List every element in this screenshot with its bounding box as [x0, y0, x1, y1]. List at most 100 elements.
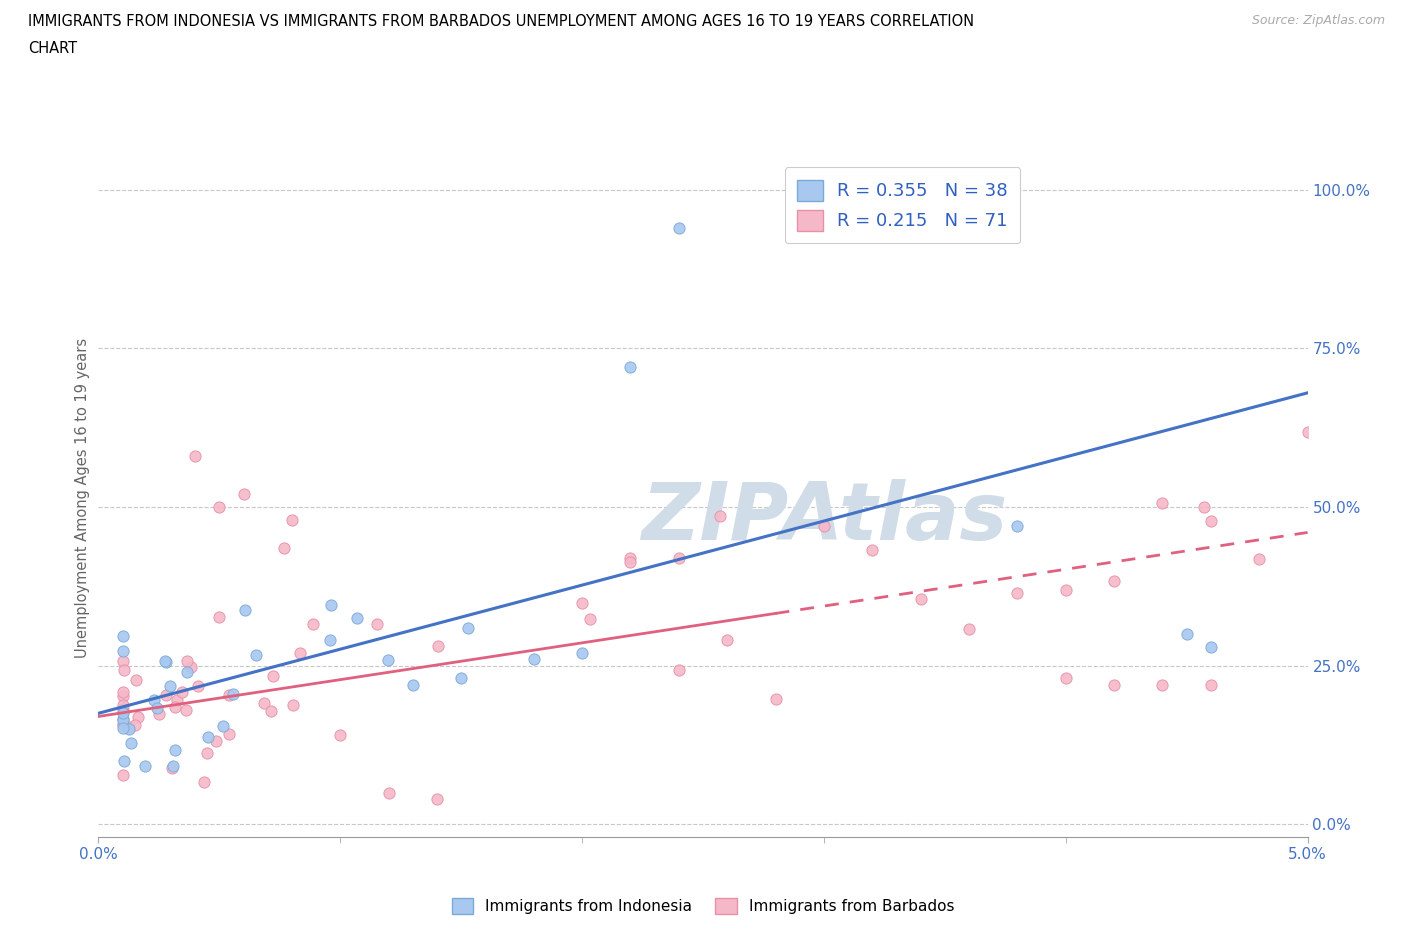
Point — [111, 711, 134, 726]
Point — [273, 540, 295, 555]
Point — [283, 698, 305, 712]
Point — [195, 745, 218, 760]
Point — [111, 717, 134, 732]
Point — [184, 449, 207, 464]
Point — [134, 759, 156, 774]
Point — [1199, 677, 1222, 692]
Point — [910, 591, 932, 606]
Point — [125, 672, 148, 687]
Point — [118, 720, 141, 735]
Point — [159, 678, 181, 693]
Point — [176, 654, 198, 669]
Point — [765, 692, 787, 707]
Text: Source: ZipAtlas.com: Source: ZipAtlas.com — [1251, 14, 1385, 27]
Point — [1152, 496, 1174, 511]
Point — [523, 652, 546, 667]
Point — [1007, 585, 1029, 600]
Point — [619, 360, 641, 375]
Point — [619, 554, 641, 569]
Point — [218, 687, 240, 702]
Point — [571, 645, 593, 660]
Point — [252, 696, 274, 711]
Point — [288, 645, 311, 660]
Point — [860, 542, 883, 557]
Point — [165, 699, 187, 714]
Point — [111, 644, 134, 658]
Point — [402, 677, 425, 692]
Point — [813, 519, 835, 534]
Point — [155, 687, 177, 702]
Point — [1296, 425, 1319, 440]
Point — [148, 707, 170, 722]
Text: IMMIGRANTS FROM INDONESIA VS IMMIGRANTS FROM BARBADOS UNEMPLOYMENT AMONG AGES 16: IMMIGRANTS FROM INDONESIA VS IMMIGRANTS … — [28, 14, 974, 29]
Point — [111, 689, 134, 704]
Point — [1054, 671, 1077, 685]
Point — [1007, 519, 1029, 534]
Point — [221, 687, 243, 702]
Point — [377, 653, 399, 668]
Point — [716, 632, 738, 647]
Point — [155, 654, 177, 669]
Point — [281, 512, 304, 527]
Point — [346, 611, 368, 626]
Point — [165, 743, 187, 758]
Point — [111, 698, 134, 712]
Point — [120, 736, 142, 751]
Point — [197, 729, 219, 744]
Point — [668, 551, 690, 565]
Point — [709, 509, 731, 524]
Point — [112, 663, 135, 678]
Point — [111, 654, 134, 669]
Point — [1249, 552, 1271, 567]
Point — [160, 761, 183, 776]
Point — [329, 727, 352, 742]
Point — [111, 701, 134, 716]
Point — [366, 617, 388, 631]
Point — [166, 692, 188, 707]
Point — [957, 621, 980, 636]
Point — [319, 632, 342, 647]
Point — [174, 702, 197, 717]
Point — [111, 721, 134, 736]
Point — [1054, 583, 1077, 598]
Point — [218, 726, 240, 741]
Point — [111, 768, 134, 783]
Text: CHART: CHART — [28, 41, 77, 56]
Point — [1102, 677, 1125, 692]
Point — [813, 220, 835, 235]
Point — [127, 709, 149, 724]
Point — [426, 791, 449, 806]
Point — [111, 628, 134, 643]
Point — [1199, 513, 1222, 528]
Point — [111, 712, 134, 727]
Point — [619, 551, 641, 565]
Point — [262, 668, 284, 683]
Point — [172, 684, 194, 699]
Point — [245, 647, 267, 662]
Point — [1152, 677, 1174, 692]
Point — [124, 717, 146, 732]
Point — [111, 684, 134, 699]
Point — [193, 775, 215, 790]
Point — [260, 704, 283, 719]
Point — [1199, 639, 1222, 654]
Point — [111, 705, 134, 720]
Legend: R = 0.355   N = 38, R = 0.215   N = 71: R = 0.355 N = 38, R = 0.215 N = 71 — [785, 167, 1021, 243]
Point — [111, 716, 134, 731]
Point — [143, 693, 166, 708]
Point — [377, 785, 399, 800]
Point — [1192, 499, 1215, 514]
Point — [668, 662, 690, 677]
Point — [118, 722, 141, 737]
Point — [450, 671, 472, 685]
Point — [155, 655, 177, 670]
Point — [319, 598, 342, 613]
Point — [145, 701, 167, 716]
Point — [180, 659, 202, 674]
Point — [232, 487, 254, 502]
Point — [233, 603, 256, 618]
Point — [668, 220, 690, 235]
Text: ZIPAtlas: ZIPAtlas — [641, 479, 1007, 557]
Point — [162, 759, 184, 774]
Point — [204, 734, 226, 749]
